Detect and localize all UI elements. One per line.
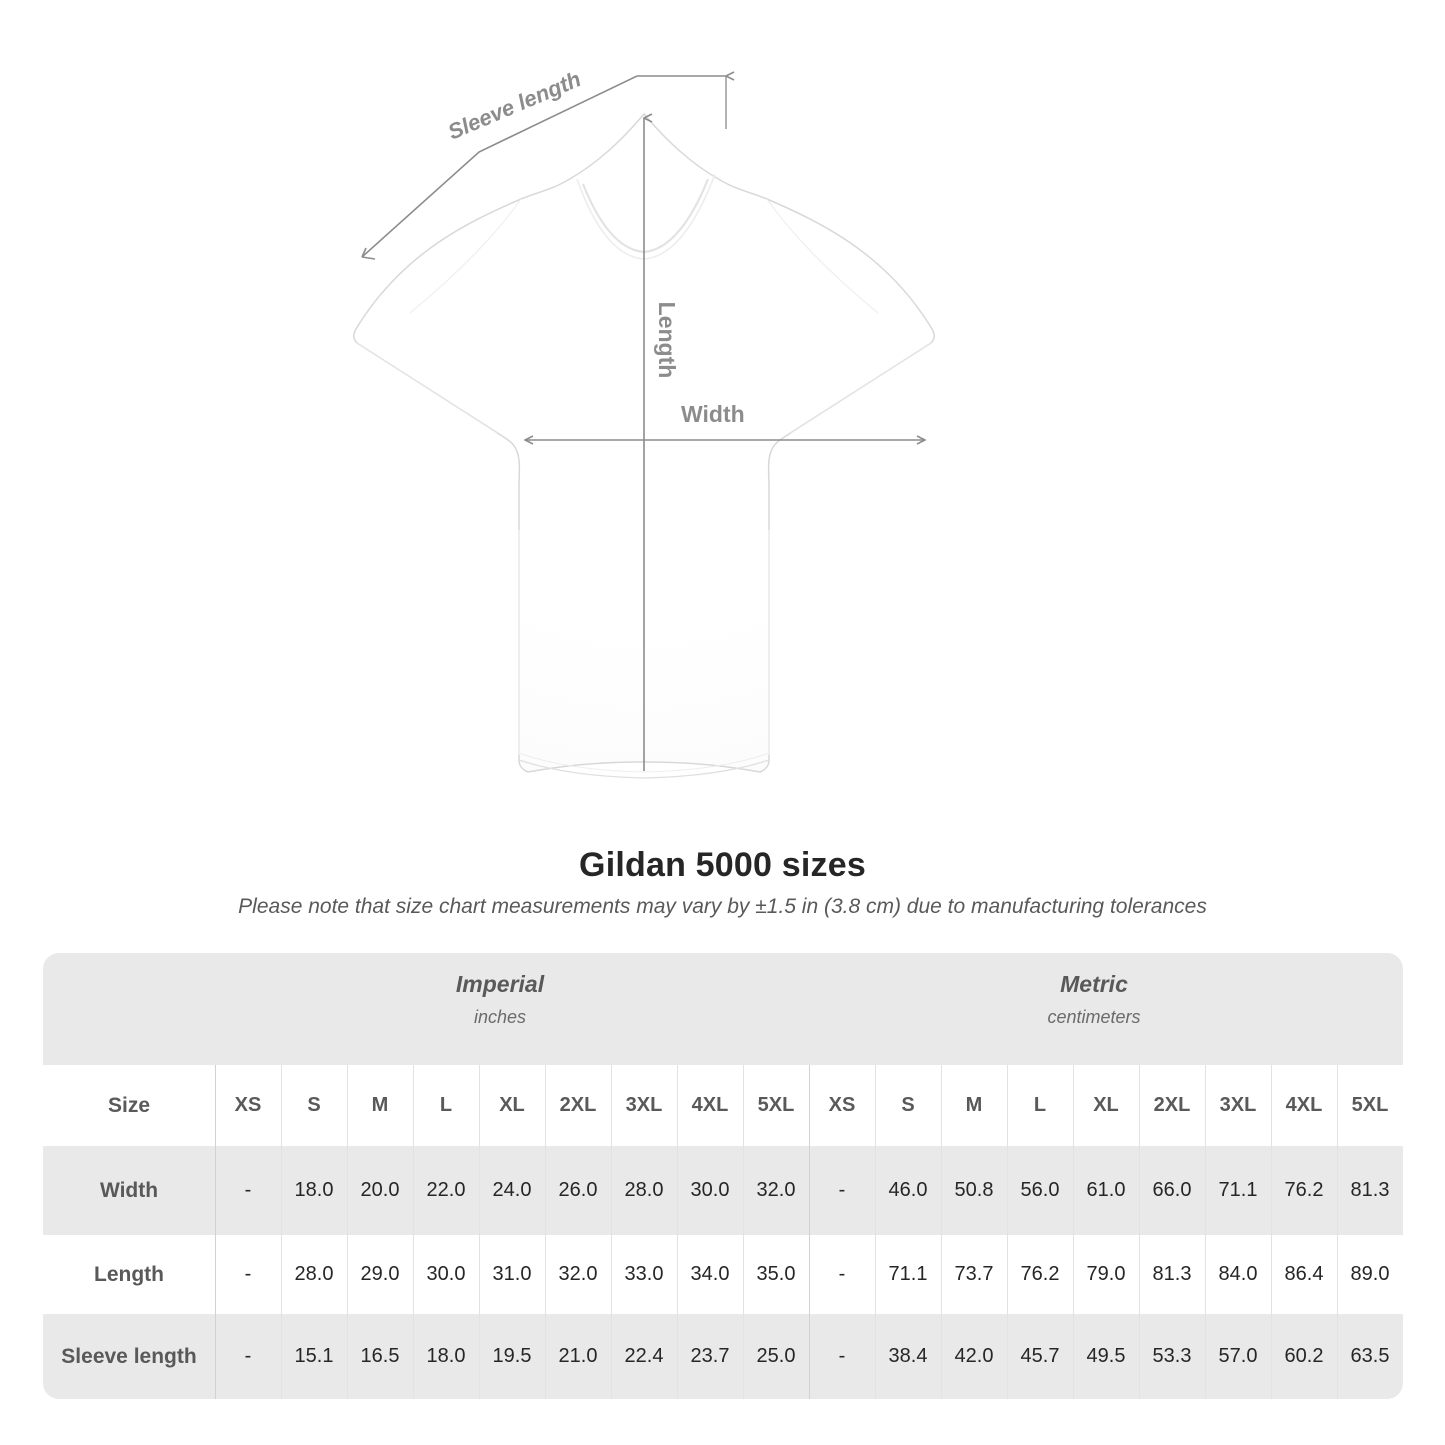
svg-text:Sleeve length: Sleeve length (444, 66, 584, 144)
svg-text:Width: Width (681, 401, 745, 427)
svg-text:Length: Length (654, 302, 680, 379)
